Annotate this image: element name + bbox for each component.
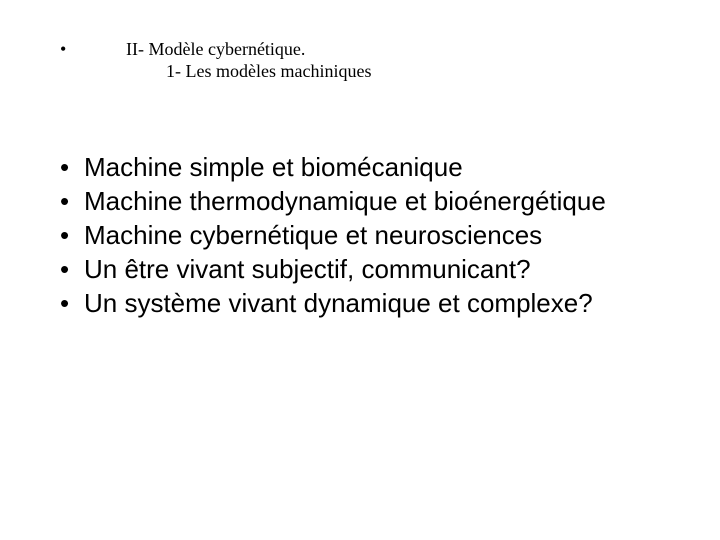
slide-header: • II- Modèle cybernétique. 1- Les modèle… [60, 38, 660, 82]
bullet-icon: • [60, 150, 84, 184]
list-item-text: Machine thermodynamique et bioénergétiqu… [84, 184, 665, 218]
list-item-text: Un être vivant subjectif, communicant? [84, 252, 665, 286]
bullet-icon: • [60, 218, 84, 252]
header-subtitle: 1- Les modèles machiniques [60, 60, 660, 82]
list-item: • Un système vivant dynamique et complex… [60, 286, 665, 320]
bullet-icon: • [60, 286, 84, 320]
list-item-text: Machine simple et biomécanique [84, 150, 665, 184]
header-title-row: • II- Modèle cybernétique. [60, 38, 660, 60]
bullet-icon: • [60, 184, 84, 218]
list-item: • Un être vivant subjectif, communicant? [60, 252, 665, 286]
list-item-text: Machine cybernétique et neurosciences [84, 218, 665, 252]
list-item: • Machine cybernétique et neurosciences [60, 218, 665, 252]
list-item: • Machine simple et biomécanique [60, 150, 665, 184]
slide: • II- Modèle cybernétique. 1- Les modèle… [0, 0, 720, 540]
header-title: II- Modèle cybernétique. [126, 38, 305, 60]
list-item-text: Un système vivant dynamique et complexe? [84, 286, 665, 320]
slide-body: • Machine simple et biomécanique • Machi… [60, 150, 665, 320]
bullet-icon: • [60, 252, 84, 286]
header-bullet: • [60, 38, 126, 60]
list-item: • Machine thermodynamique et bioénergéti… [60, 184, 665, 218]
